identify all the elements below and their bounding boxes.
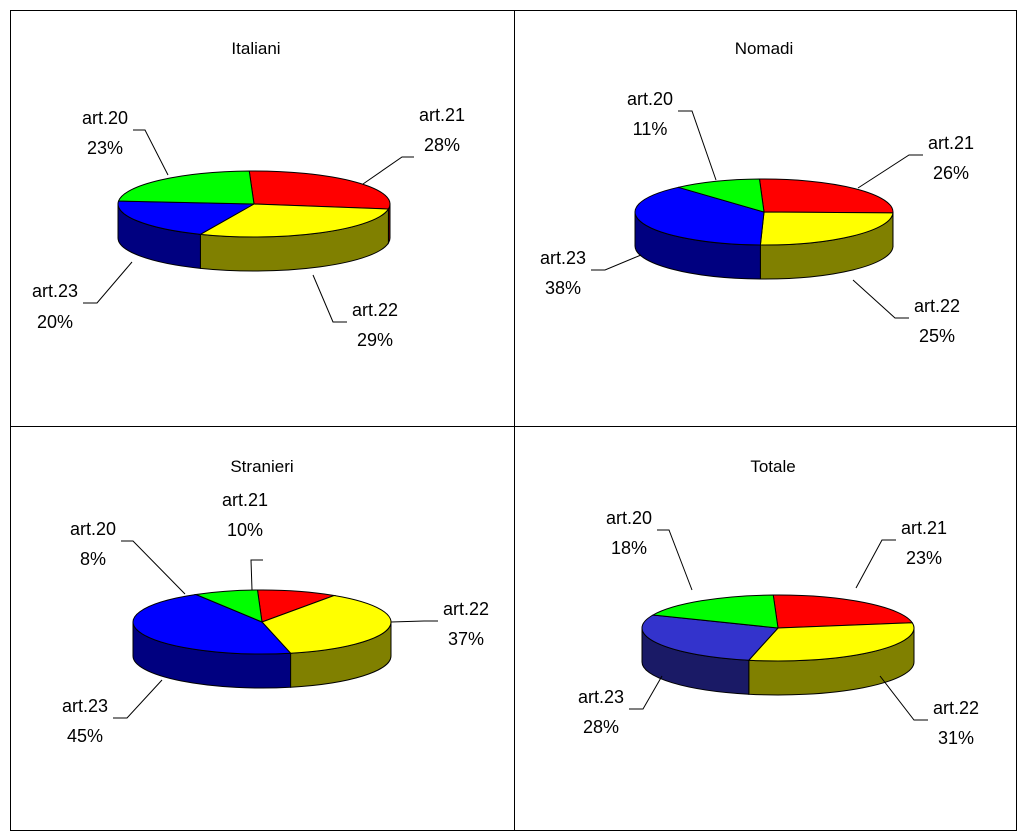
slice-percent-italiani-art-22: 29%: [357, 330, 393, 350]
leader-line-stranieri-art-21: [250, 559, 263, 591]
leader-line-stranieri-art-23: [113, 679, 163, 719]
slice-percent-stranieri-art-22: 37%: [448, 629, 484, 649]
pie-slice-stranieri-art-20: [194, 589, 263, 623]
slice-label-nomadi-art-21: art.21: [928, 133, 974, 153]
pie-slice-italiani-art-20: [117, 170, 255, 205]
leader-line-nomadi-art-21: [857, 154, 923, 189]
slice-label-stranieri-art-23: art.23: [62, 696, 108, 716]
pie-slice-nomadi-art-22: [759, 211, 894, 246]
pie-slice-nomadi-art-20: [678, 178, 765, 213]
slice-label-italiani-art-20: art.20: [82, 108, 128, 128]
leader-line-italiani-art-20: [133, 129, 169, 176]
chart-frame: [10, 10, 1017, 831]
chart-title-nomadi: Nomadi: [735, 39, 794, 58]
slice-percent-totale-art-23: 28%: [583, 717, 619, 737]
pie-slice-totale-art-20: [651, 594, 779, 629]
leader-line-totale-art-20: [657, 529, 693, 591]
leader-line-totale-art-22: [879, 675, 928, 721]
slice-label-nomadi-art-20: art.20: [627, 89, 673, 109]
leader-line-italiani-art-21: [362, 156, 414, 185]
slice-percent-stranieri-art-20: 8%: [80, 549, 106, 569]
slice-label-nomadi-art-22: art.22: [914, 296, 960, 316]
pie-slice-totale-art-23: [641, 614, 780, 661]
slice-label-italiani-art-23: art.23: [32, 281, 78, 301]
slice-label-stranieri-art-20: art.20: [70, 519, 116, 539]
slice-percent-nomadi-art-22: 25%: [919, 326, 955, 346]
slice-percent-totale-art-22: 31%: [938, 728, 974, 748]
slice-percent-stranieri-art-23: 45%: [67, 726, 103, 746]
chart-totale: Totale art.21 23% art.22 31% art.23 28% art.20…: [578, 457, 979, 748]
slice-label-italiani-art-22: art.22: [352, 300, 398, 320]
pie-slice-stranieri-art-21: [256, 589, 337, 623]
slice-percent-italiani-art-21: 28%: [424, 135, 460, 155]
pie-slice-stranieri-art-22: [261, 594, 392, 654]
slice-percent-italiani-art-23: 20%: [37, 312, 73, 332]
chart-italiani: Italiani art.21 28% art.22 29% art.23 20% art.…: [32, 39, 465, 350]
slice-label-totale-art-20: art.20: [606, 508, 652, 528]
pie-slice-nomadi-art-21: [758, 178, 894, 214]
slice-percent-italiani-art-20: 23%: [87, 138, 123, 158]
slice-percent-nomadi-art-21: 26%: [933, 163, 969, 183]
leader-line-totale-art-21: [855, 539, 896, 589]
slice-label-italiani-art-21: art.21: [419, 105, 465, 125]
leader-line-italiani-art-23: [83, 261, 133, 304]
pie-slice-italiani-art-23: [117, 200, 256, 235]
slice-label-stranieri-art-22: art.22: [443, 599, 489, 619]
pie-slice-italiani-art-21: [248, 170, 391, 210]
slice-label-nomadi-art-23: art.23: [540, 248, 586, 268]
leader-line-nomadi-art-20: [678, 110, 717, 181]
chart-title-stranieri: Stranieri: [230, 457, 293, 476]
pie-slice-stranieri-art-23: [132, 593, 292, 655]
slice-label-totale-art-23: art.23: [578, 687, 624, 707]
pie-slice-totale-art-21: [772, 594, 914, 629]
leader-line-totale-art-23: [629, 675, 663, 710]
chart-nomadi: Nomadi art.21 26% art.22 25% art.23 38% art.20…: [540, 39, 974, 346]
pie-slice-nomadi-art-23: [634, 186, 765, 246]
slice-label-totale-art-22: art.22: [933, 698, 979, 718]
leader-line-stranieri-art-20: [121, 540, 186, 595]
slice-percent-totale-art-20: 18%: [611, 538, 647, 558]
slice-label-totale-art-21: art.21: [901, 518, 947, 538]
pie-slice-totale-art-22: [747, 622, 915, 662]
slice-percent-totale-art-21: 23%: [906, 548, 942, 568]
chart-stranieri: Stranieri art.21 10% art.22 37% art.23 45% art…: [62, 457, 489, 746]
chart-title-italiani: Italiani: [231, 39, 280, 58]
slice-label-stranieri-art-21: art.21: [222, 490, 268, 510]
leader-line-nomadi-art-23: [591, 254, 642, 271]
leader-line-nomadi-art-22: [852, 279, 909, 319]
chart-title-totale: Totale: [750, 457, 795, 476]
slice-percent-nomadi-art-20: 11%: [633, 119, 668, 139]
pie-slice-italiani-art-22: [198, 203, 390, 238]
slice-percent-stranieri-art-21: 10%: [227, 520, 263, 540]
slice-percent-nomadi-art-23: 38%: [545, 278, 581, 298]
leader-line-italiani-art-22: [312, 274, 347, 323]
leader-line-stranieri-art-22: [390, 620, 438, 623]
